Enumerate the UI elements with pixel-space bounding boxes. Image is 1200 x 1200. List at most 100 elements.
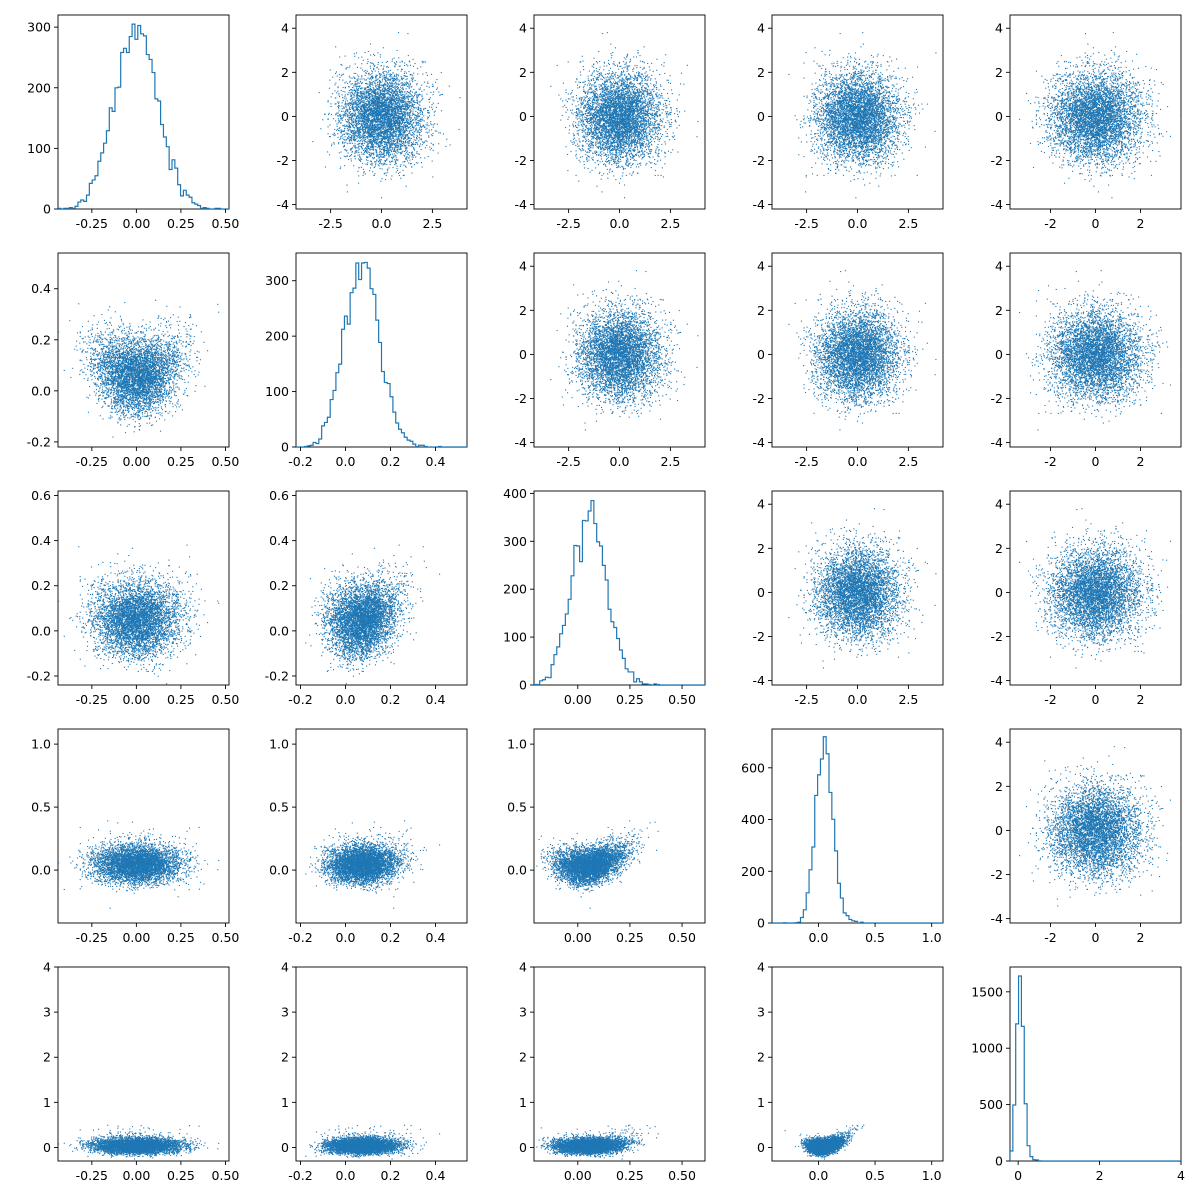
scatter-point [389,76,390,77]
scatter-point [375,83,376,84]
scatter-point [375,80,376,81]
scatter-point [385,108,386,109]
scatter-point [363,93,364,94]
scatter-point [358,121,359,122]
scatter-point [405,108,406,109]
scatter-point [371,141,372,142]
scatter-point [386,62,387,63]
scatter-point [392,83,393,84]
scatter-point [403,128,404,129]
scatter-point [357,79,358,80]
scatter-point [374,83,375,84]
scatter-point [358,76,359,77]
scatter-point [357,97,358,98]
scatter-point [422,74,423,75]
scatter-point [406,120,407,121]
scatter-point [319,92,320,93]
scatter-point [378,90,379,91]
scatter-point [353,118,354,119]
scatter-point [370,149,371,150]
scatter-point [353,165,354,166]
scatter-point [402,96,403,97]
scatter-point [437,124,438,125]
scatter-point [418,89,419,90]
scatter-point [339,110,340,111]
scatter-point [391,151,392,152]
scatter-point [340,136,341,137]
scatter-point [365,141,366,142]
scatter-point [414,127,415,128]
scatter-point [414,107,415,108]
scatter-point [366,156,367,157]
scatter-point [341,75,342,76]
scatter-point [402,78,403,79]
scatter-point [422,99,423,100]
scatter-point [392,95,393,96]
scatter-point [393,143,394,144]
scatter-point [353,76,354,77]
scatter-point [421,149,422,150]
scatter-point [374,101,375,102]
scatter-point [407,142,408,143]
scatter-point [356,116,357,117]
scatter-point [357,116,358,117]
scatter-point [388,128,389,129]
scatter-point [431,148,432,149]
scatter-point [365,173,366,174]
scatter-point [353,102,354,103]
scatter-point [382,75,383,76]
scatter-point [383,86,384,87]
scatter-point [360,140,361,141]
scatter-point [369,148,370,149]
scatter-point [388,154,389,155]
scatter-point [387,113,388,114]
scatter-point [374,82,375,83]
scatter-point [386,117,387,118]
scatter-point [368,119,369,120]
scatter-point [358,119,359,120]
scatter-point [388,120,389,121]
scatter-point [346,125,347,126]
scatter-point [403,83,404,84]
scatter-point [380,122,381,123]
scatter-point [393,98,394,99]
scatter-point [383,95,384,96]
scatter-point [355,101,356,102]
scatter-point [394,147,395,148]
scatter-point [395,127,396,128]
scatter-point [371,103,372,104]
scatter-point [383,88,384,89]
scatter-point [388,89,389,90]
scatter-point [406,152,407,153]
scatter-point [355,85,356,86]
scatter-point [386,93,387,94]
scatter-point [354,106,355,107]
scatter-point [351,160,352,161]
scatter-point [320,128,321,129]
scatter-point [372,85,373,86]
scatter-point [356,81,357,82]
scatter-point [396,159,397,160]
scatter-point [419,129,420,130]
scatter-point [414,104,415,105]
scatter-point [394,143,395,144]
scatter-point [399,118,400,119]
scatter-point [423,115,424,116]
scatter-point [349,137,350,138]
scatter-point [427,118,428,119]
scatter-point [398,173,399,174]
scatter-point [382,127,383,128]
scatter-point [380,168,381,169]
scatter-point [371,73,372,74]
scatter-point [393,138,394,139]
scatter-point [379,138,380,139]
scatter-point [350,134,351,135]
scatter-point [372,98,373,99]
scatter-point [427,110,428,111]
scatter-point [359,99,360,100]
scatter-point [374,137,375,138]
scatter-point [406,128,407,129]
scatter-point [387,125,388,126]
scatter-point [388,156,389,157]
scatter-point [340,166,341,167]
